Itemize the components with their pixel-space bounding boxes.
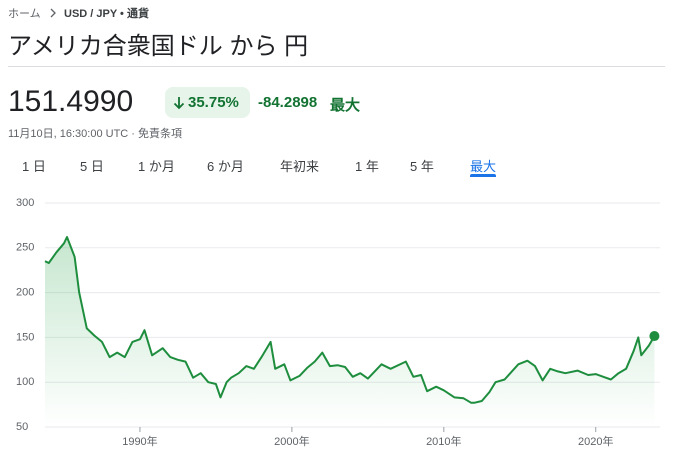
down-arrow: [173, 97, 185, 110]
last-point: [649, 331, 660, 342]
y-tick-label: 50: [16, 421, 28, 433]
y-tick-label: 200: [16, 287, 34, 299]
range-tab[interactable]: 最大: [470, 159, 497, 174]
range-tab[interactable]: 6 か月: [207, 159, 244, 174]
x-tick-label: 2010年: [426, 434, 461, 448]
chart: 50 100 150 200 250 300 1990年 2000年 2010年 2020年: [16, 197, 660, 448]
change-percent: 35.75%: [188, 94, 239, 111]
change-period: 最大: [330, 97, 361, 114]
range-tab[interactable]: 5 年: [410, 159, 434, 174]
breadcrumb-current: USD / JPY • 通貨: [64, 8, 149, 20]
price: 151.4990: [8, 85, 134, 118]
change-value: -84.2898: [258, 94, 318, 111]
divider: [8, 66, 665, 67]
range-tab[interactable]: 5 日: [80, 159, 104, 174]
timestamp: 11月10日, 16:30:00 UTC · 免責条項: [8, 128, 183, 140]
area-fill: [45, 237, 655, 427]
page-title: アメリカ合衆国ドル から 円: [8, 33, 309, 60]
y-tick-label: 250: [16, 242, 34, 254]
x-tick-label: 1990年: [122, 434, 157, 448]
x-tick-label: 2000年: [274, 434, 309, 448]
range-tab[interactable]: 1 年: [355, 159, 379, 174]
selected-underline: [470, 174, 496, 177]
price-line: [44, 236, 656, 404]
x-tick-label: 2020年: [578, 434, 613, 448]
range-tab[interactable]: 年初来: [280, 159, 320, 174]
y-tick-label: 100: [16, 376, 34, 388]
y-tick-label: 300: [16, 197, 34, 209]
range-tab[interactable]: 1 日: [22, 159, 46, 174]
breadcrumb-home[interactable]: ホーム: [8, 8, 41, 20]
y-tick-label: 150: [16, 331, 34, 343]
breadcrumb-chevron: [50, 8, 56, 18]
range-tab[interactable]: 1 か月: [138, 159, 175, 174]
